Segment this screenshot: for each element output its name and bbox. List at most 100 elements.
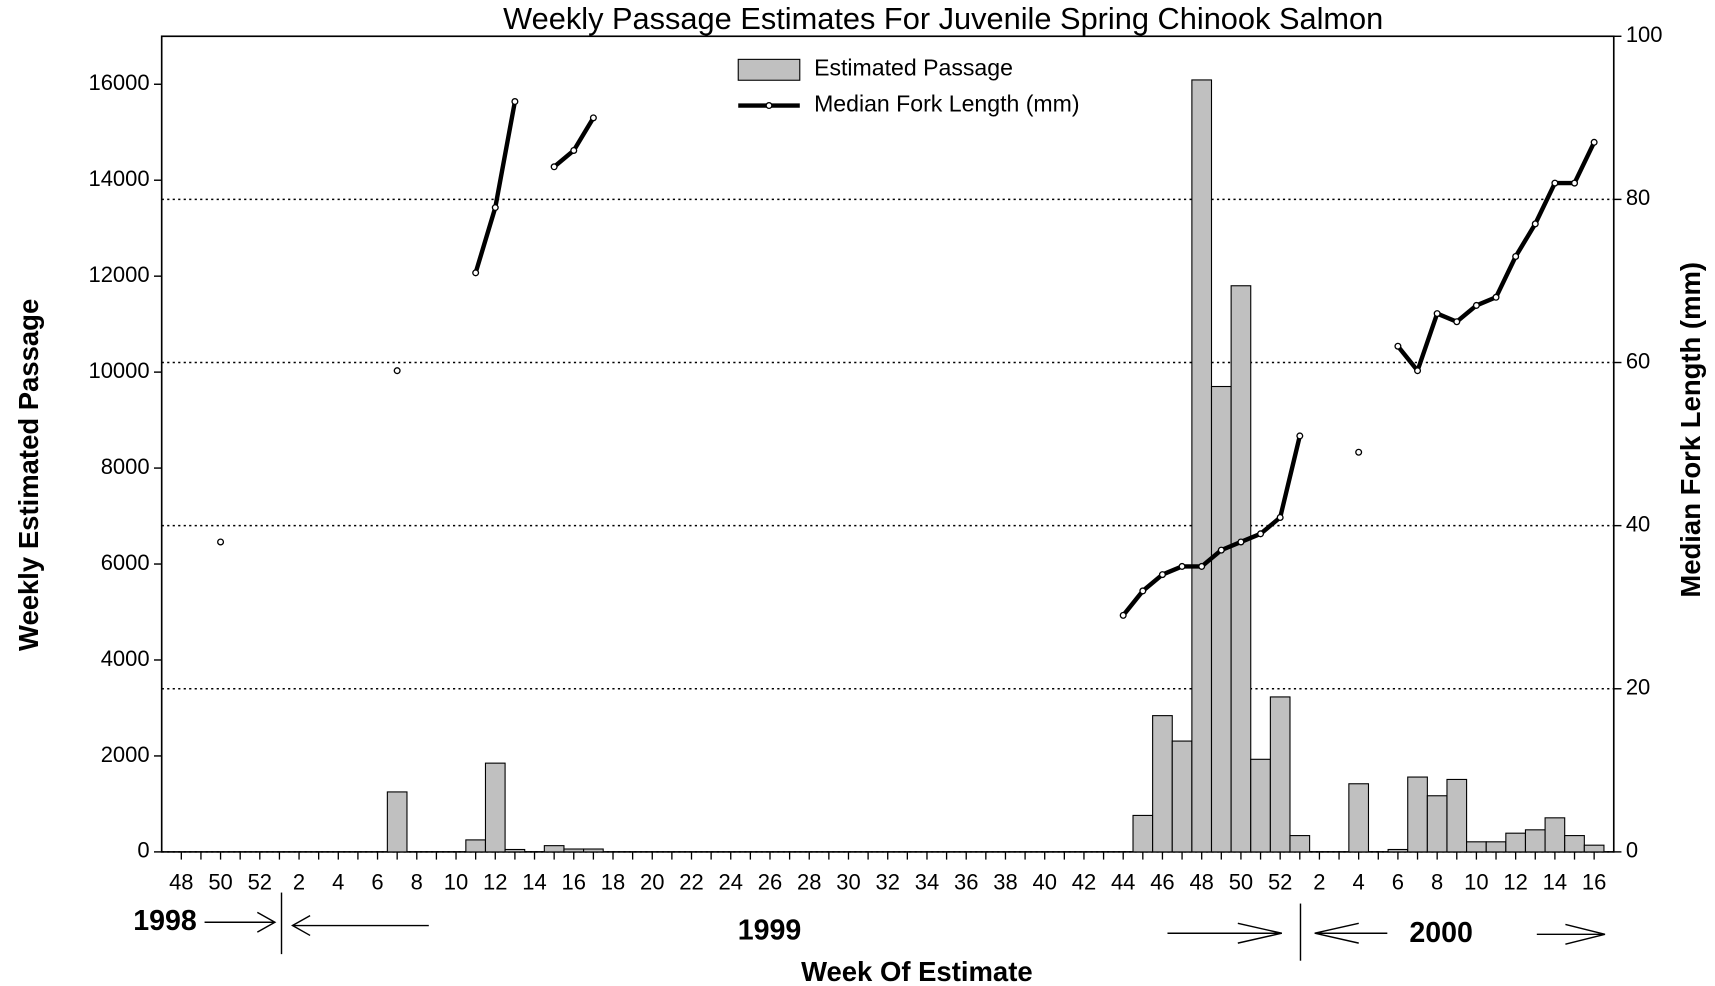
arrow-head (1237, 922, 1282, 944)
grid (161, 35, 1614, 853)
line-marker (1414, 367, 1422, 375)
arrow-head (1314, 922, 1359, 944)
bar (1387, 848, 1409, 853)
y-tick-label: 14000 (89, 166, 150, 191)
y2-axis-title: Median Fork Length (mm) (1675, 262, 1706, 598)
arrow-head (1565, 923, 1606, 945)
bar (484, 762, 506, 853)
bar (1348, 783, 1370, 853)
plot-frame (160, 35, 1615, 853)
bar (1269, 696, 1291, 853)
bar (543, 845, 565, 853)
line-marker (1158, 571, 1166, 579)
y-tick-label: 8000 (101, 454, 150, 479)
bar (1152, 715, 1173, 853)
line-marker (1472, 301, 1480, 309)
line-marker (491, 204, 499, 212)
bar (386, 791, 408, 853)
line-marker (511, 98, 519, 106)
line-marker (1453, 318, 1461, 326)
x-tick-label: 14 (1543, 870, 1567, 895)
bar (1524, 829, 1546, 853)
x-tick-label: 42 (1072, 870, 1096, 895)
x-tick-label: 10 (1464, 870, 1488, 895)
line-marker (1119, 611, 1127, 619)
y-axis-title: Weekly Estimated Passage (13, 299, 44, 651)
bar (465, 839, 487, 853)
x-tick-label: 34 (915, 870, 939, 895)
x-tick-label: 48 (1189, 870, 1213, 895)
x-tick-label: 6 (371, 870, 383, 895)
x-tick-label: 36 (954, 870, 978, 895)
bar (1191, 79, 1213, 853)
line-marker (1139, 587, 1147, 595)
line-marker (217, 538, 225, 546)
x-tick-label: 14 (522, 870, 546, 895)
bar (1485, 841, 1507, 853)
x-tick-label: 6 (1392, 870, 1404, 895)
bar (1132, 814, 1154, 853)
line-marker (1394, 342, 1402, 350)
line (473, 101, 1597, 617)
bar (1250, 758, 1271, 853)
y2-tick-label: 100 (1626, 22, 1663, 47)
x-tick-label: 16 (562, 870, 586, 895)
x-tick-label: 28 (797, 870, 821, 895)
bar (1583, 844, 1605, 853)
line-marker (1178, 562, 1186, 570)
y-tick-label: 12000 (89, 262, 150, 287)
line-marker (1237, 538, 1245, 546)
line-marker (1257, 530, 1265, 538)
x-tick-label: 24 (719, 870, 743, 895)
x-tick-label: 8 (1431, 870, 1443, 895)
legend-swatch (737, 58, 801, 81)
line-marker (1355, 448, 1363, 456)
line-marker (1296, 432, 1304, 440)
y-tick-label: 4000 (101, 646, 150, 671)
y2-tick-label: 40 (1626, 511, 1650, 536)
line-marker (1551, 179, 1559, 187)
x-tick-label: 50 (208, 870, 232, 895)
x-tick-label: 8 (411, 870, 423, 895)
bar (1289, 835, 1311, 853)
y2-tick-label: 0 (1626, 838, 1638, 863)
line-marker (1590, 138, 1598, 146)
arrow-head (256, 911, 277, 933)
x-tick-label: 18 (601, 870, 625, 895)
x-tick-label: 12 (483, 870, 507, 895)
x-tick-label: 2 (1313, 870, 1325, 895)
line-marker (1217, 546, 1225, 554)
line-marker (472, 269, 480, 277)
x-tick-label: 52 (248, 870, 272, 895)
bar (1466, 841, 1487, 853)
x-tick-label: 4 (1353, 870, 1365, 895)
year-label: 2000 (1409, 917, 1473, 949)
x-tick-label: 52 (1268, 870, 1292, 895)
bar (1407, 776, 1428, 853)
line-marker (1433, 310, 1441, 318)
x-tick-label: 26 (758, 870, 782, 895)
bar (1171, 740, 1193, 853)
x-tick-label: 40 (1032, 870, 1056, 895)
x-tick-label: 2 (293, 870, 305, 895)
bar (1564, 835, 1585, 853)
y2-tick-label: 80 (1626, 185, 1650, 210)
legend-label: Median Fork Length (mm) (814, 91, 1080, 117)
x-tick-label: 48 (169, 870, 193, 895)
x-tick-label: 10 (444, 870, 468, 895)
x-tick-label: 46 (1150, 870, 1174, 895)
year-markers (204, 892, 1606, 961)
bar (504, 848, 526, 853)
y2-tick-label: 20 (1626, 675, 1650, 700)
line-marker (393, 367, 401, 375)
y-tick-label: 6000 (101, 550, 150, 575)
y-tick-label: 0 (137, 838, 149, 863)
y-tick-label: 16000 (89, 70, 150, 95)
bar (563, 848, 585, 853)
year-label: 1999 (738, 915, 802, 947)
x-tick-label: 32 (876, 870, 900, 895)
line-marker (1492, 293, 1500, 301)
x-tick-label: 30 (836, 870, 860, 895)
x-tick-label: 20 (640, 870, 664, 895)
